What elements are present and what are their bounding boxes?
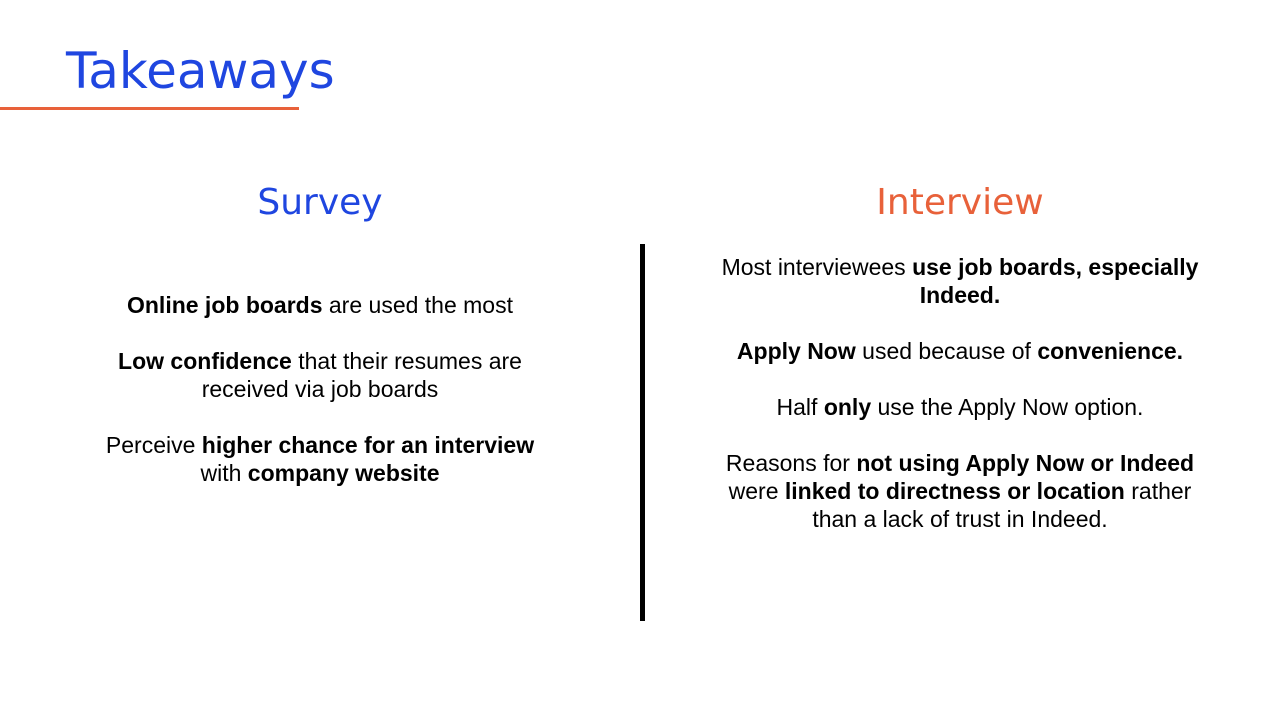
interview-column: Most interviewees use job boards, especi… bbox=[720, 253, 1200, 533]
survey-point-3: Perceive higher chance for an interview … bbox=[90, 431, 550, 487]
interview-point-4-bold-1: not using Apply Now or Indeed bbox=[856, 450, 1195, 476]
interview-point-4-text-3: rather than a lack of trust in Indeed. bbox=[812, 478, 1192, 532]
interview-point-3: Half only use the Apply Now option. bbox=[720, 393, 1200, 421]
survey-point-1-bold: Online job boards bbox=[126, 292, 323, 318]
interview-point-2: Apply Now used because of convenience. bbox=[720, 337, 1200, 365]
survey-point-2: Low confidence that their resumes are re… bbox=[90, 347, 550, 403]
survey-point-3-bold-2: company website bbox=[247, 460, 440, 486]
survey-column: Online job boards are used the most Low … bbox=[90, 291, 550, 487]
interview-point-3-text-1: Half bbox=[776, 394, 824, 420]
title-underline bbox=[0, 107, 299, 110]
interview-point-4-bold-2: linked to directness or location bbox=[784, 478, 1125, 504]
interview-point-1: Most interviewees use job boards, especi… bbox=[720, 253, 1200, 309]
survey-point-1-text: are used the most bbox=[322, 292, 513, 318]
interview-point-4-text-1: Reasons for bbox=[725, 450, 857, 476]
interview-point-2-bold-1: Apply Now bbox=[736, 338, 856, 364]
interview-point-1-text: Most interviewees bbox=[721, 254, 913, 280]
interview-point-2-text: used because of bbox=[855, 338, 1038, 364]
survey-point-2-bold: Low confidence bbox=[118, 348, 292, 374]
survey-point-3-text-2: with bbox=[200, 460, 248, 486]
interview-point-4: Reasons for not using Apply Now or Indee… bbox=[720, 449, 1200, 533]
interview-point-1-bold: use job boards, especially Indeed. bbox=[912, 254, 1199, 308]
interview-heading: Interview bbox=[876, 182, 1044, 223]
column-divider bbox=[640, 244, 645, 621]
page-title: Takeaways bbox=[66, 42, 335, 100]
interview-point-3-text-2: use the Apply Now option. bbox=[871, 394, 1144, 420]
survey-point-1: Online job boards are used the most bbox=[90, 291, 550, 319]
interview-point-3-bold: only bbox=[823, 394, 872, 420]
survey-point-3-text-1: Perceive bbox=[105, 432, 202, 458]
survey-heading: Survey bbox=[257, 182, 383, 223]
interview-point-2-bold-2: convenience. bbox=[1037, 338, 1184, 364]
interview-point-4-text-2: were bbox=[728, 478, 785, 504]
survey-point-2-text: that their resumes are received via job … bbox=[201, 348, 522, 402]
survey-point-3-bold-1: higher chance for an interview bbox=[201, 432, 535, 458]
